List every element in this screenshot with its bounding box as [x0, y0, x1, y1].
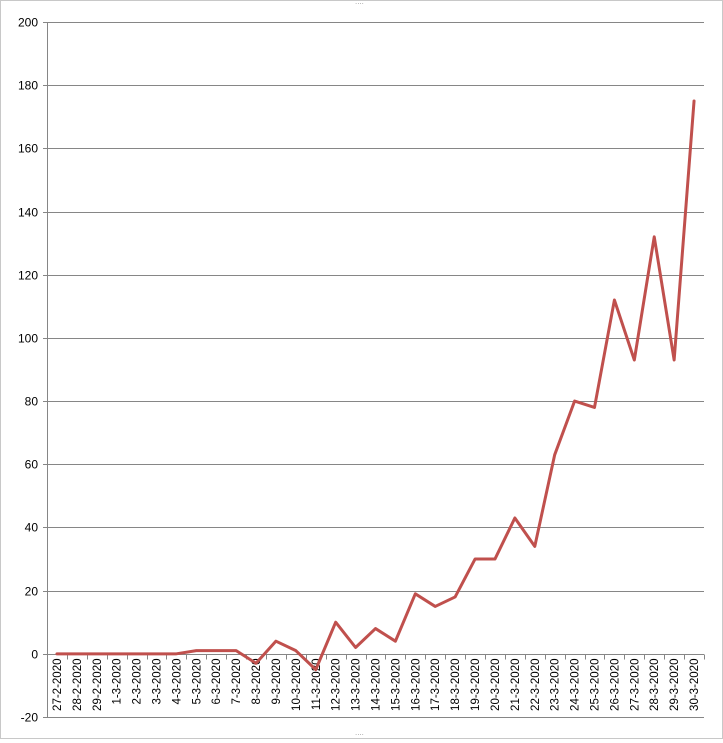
- x-tick-label: 5-3-2020: [191, 659, 203, 705]
- y-tick-label: 0: [31, 648, 38, 662]
- x-tick-label: 19-3-2020: [470, 659, 482, 711]
- x-tick-label: 26-3-2020: [609, 659, 621, 711]
- x-tick-label: 1-3-2020: [112, 659, 124, 705]
- y-tick-label: 20: [25, 585, 39, 599]
- y-tick-label: 180: [18, 79, 38, 93]
- x-tick-label: 29-3-2020: [669, 659, 681, 711]
- y-tick-label: 120: [18, 269, 38, 283]
- resize-handle-bottom[interactable]: ····: [355, 732, 364, 738]
- x-tick-label: 25-3-2020: [590, 659, 602, 711]
- y-tick-label: 200: [18, 16, 38, 30]
- x-tick-label: 14-3-2020: [371, 659, 383, 711]
- y-tick-label: 60: [25, 458, 39, 472]
- x-tick-label: 10-3-2020: [291, 659, 303, 711]
- y-tick-label: 80: [25, 395, 39, 409]
- x-tick-label: 21-3-2020: [510, 659, 522, 711]
- x-tick-label: 3-3-2020: [152, 659, 164, 705]
- y-tick-label: 100: [18, 332, 38, 346]
- resize-handle-top[interactable]: ····: [355, 1, 364, 7]
- x-tick-label: 6-3-2020: [211, 659, 223, 705]
- x-tick-label: 20-3-2020: [490, 659, 502, 711]
- x-tick-label: 22-3-2020: [530, 659, 542, 711]
- series-line: [57, 101, 694, 670]
- x-tick-label: 23-3-2020: [550, 659, 562, 711]
- x-tick-label: 24-3-2020: [570, 659, 582, 711]
- x-tick-label: 2-3-2020: [132, 659, 144, 705]
- x-tick-label: 30-3-2020: [689, 659, 701, 711]
- x-tick-label: 9-3-2020: [271, 659, 283, 705]
- data-series: [57, 101, 694, 670]
- x-tick-label: 28-2-2020: [72, 659, 84, 711]
- x-tick-label: 17-3-2020: [430, 659, 442, 711]
- x-tick-label: 8-3-2020: [251, 659, 263, 705]
- x-tick-label: 12-3-2020: [331, 659, 343, 711]
- gridlines: [47, 23, 704, 718]
- y-tick-label: 140: [18, 206, 38, 220]
- x-tick-label: 27-3-2020: [629, 659, 641, 711]
- x-tick-label: 7-3-2020: [231, 659, 243, 705]
- x-tick-label: 27-2-2020: [52, 659, 64, 711]
- x-axis-tick-labels: 27-2-2020 28-2-2020 29-2-2020 1-3-2020 2-3-2…: [52, 659, 701, 711]
- y-tick-label: 160: [18, 142, 38, 156]
- x-tick-label: 29-2-2020: [92, 659, 104, 711]
- x-tick-label: 4-3-2020: [171, 659, 183, 705]
- y-tick-label: 40: [25, 521, 39, 535]
- x-tick-label: 28-3-2020: [649, 659, 661, 711]
- x-tick-label: 16-3-2020: [410, 659, 422, 711]
- x-tick-label: 13-3-2020: [351, 659, 363, 711]
- x-tick-label: 18-3-2020: [450, 659, 462, 711]
- x-tick-label: 15-3-2020: [390, 659, 402, 711]
- y-axis-tick-labels: -20 0 20 40 60 80 100 120 140 160 180 200: [18, 16, 38, 725]
- y-tick-label: -20: [21, 711, 39, 725]
- axes: [43, 22, 705, 718]
